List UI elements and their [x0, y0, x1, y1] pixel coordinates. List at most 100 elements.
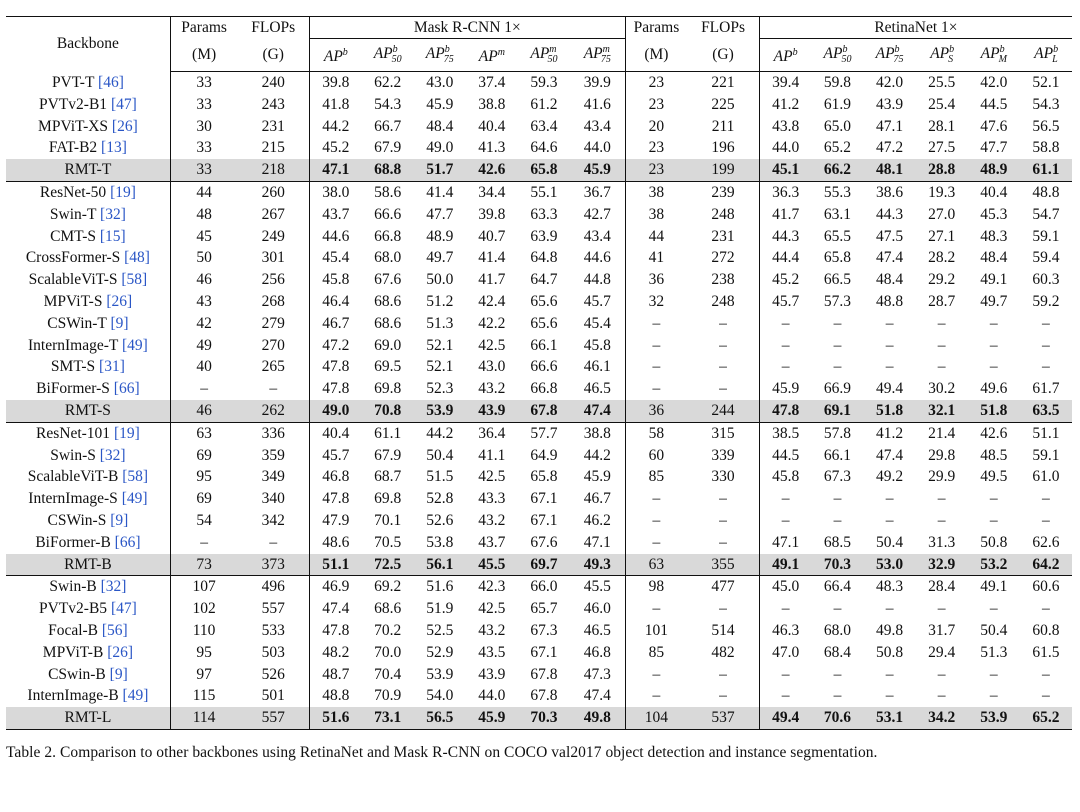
citation-link[interactable]: [47] — [110, 600, 137, 618]
mask-cell: 52.9 — [426, 643, 454, 661]
mask-cell: 56.5 — [413, 707, 466, 730]
retina-cell: 63 — [625, 553, 688, 577]
mask-cell: – — [237, 531, 311, 554]
table-row: CMT-S [15] 45 249 44.6 66.8 48.9 40.7 63.9 43.4 4… — [6, 225, 1072, 248]
mask-cell: 58.6 — [361, 181, 414, 204]
backbone-name: Swin-S [32] — [6, 444, 171, 467]
citation-link[interactable]: [32] — [100, 578, 127, 596]
mask-cell: 66.1 — [530, 336, 558, 354]
mask-cell: 51.7 — [413, 159, 466, 183]
citation-link[interactable]: [9] — [110, 511, 129, 529]
mask-cell: 40.7 — [478, 227, 506, 245]
backbone-name: PVTv2-B5 [47] — [6, 598, 171, 620]
retina-cell: 50.8 — [980, 533, 1008, 551]
backbone-label: MPViT-S — [43, 293, 103, 311]
mask-cell: 243 — [237, 93, 311, 116]
mask-cell: 49.0 — [309, 400, 362, 423]
citation-link[interactable]: [58] — [122, 468, 149, 486]
retina-cell: 238 — [687, 269, 760, 292]
citation-link[interactable]: [32] — [99, 446, 126, 464]
mask-cell: 45.9 — [570, 159, 626, 183]
retina-cell: 31.7 — [928, 621, 956, 639]
backbone-name: RMT-T — [6, 159, 171, 183]
retina-cell: – — [1042, 314, 1050, 332]
mask-cell: 44.2 — [413, 421, 466, 445]
mask-cell: 53.9 — [426, 665, 454, 683]
table-row: MPViT-B [26] 95 503 48.2 70.0 52.9 43.5 67.1 46.… — [6, 641, 1072, 664]
mask-cell: 43.9 — [478, 665, 506, 683]
citation-link[interactable]: [56] — [101, 621, 128, 639]
citation-link[interactable]: [49] — [122, 687, 149, 705]
mask-cell: 51.9 — [426, 600, 454, 618]
retina-cell: 69.1 — [811, 400, 864, 423]
mask-cell: 44 — [170, 181, 238, 204]
backbone-label: ScalableViT-B — [27, 468, 119, 486]
mask-cell: 61.1 — [361, 421, 414, 445]
citation-link[interactable]: [9] — [109, 665, 128, 683]
mask-cell: 64.9 — [530, 446, 558, 464]
mask-cell: 231 — [237, 115, 311, 138]
citation-link[interactable]: [31] — [99, 358, 125, 376]
citation-link[interactable]: [26] — [107, 643, 134, 661]
retina-cell: – — [1042, 665, 1050, 683]
mask-cell: 45.5 — [570, 575, 626, 599]
mask-cell: 64.6 — [530, 139, 558, 157]
table-row: PVT-T [46] 33 240 39.8 62.2 43.0 37.4 59.3 39.9 2… — [6, 71, 1072, 94]
retina-cell: 44.3 — [772, 227, 800, 245]
mask-cell: 62.2 — [374, 74, 402, 92]
retina-cell: 60.3 — [1032, 271, 1060, 289]
mask-cell: 43.7 — [478, 533, 506, 551]
retina-cell: 53.2 — [967, 553, 1020, 577]
retina-cell: – — [1042, 358, 1050, 376]
citation-link[interactable]: [15] — [99, 227, 126, 245]
backbone-name: MPViT-S [26] — [6, 291, 171, 313]
retina-cell: 59.1 — [1032, 446, 1060, 464]
citation-link[interactable]: [13] — [101, 139, 127, 157]
retina-cell: 45.1 — [759, 159, 812, 183]
citation-link[interactable]: [49] — [121, 490, 148, 508]
header-mask-apm50: APm50 — [517, 39, 570, 73]
retina-cell: 59.1 — [1032, 227, 1060, 245]
retina-cell: – — [781, 511, 790, 529]
retina-cell: – — [1042, 490, 1050, 508]
header-params-2: Params — [625, 16, 688, 39]
citation-link[interactable]: [66] — [114, 533, 141, 551]
citation-link[interactable]: [26] — [106, 293, 133, 311]
citation-link[interactable]: [49] — [121, 336, 148, 354]
mask-cell: – — [237, 378, 311, 400]
retina-cell: 44.0 — [772, 139, 800, 157]
citation-link[interactable]: [46] — [98, 73, 124, 91]
retina-cell: – — [937, 600, 946, 618]
citation-link[interactable]: [9] — [110, 314, 129, 332]
citation-link[interactable]: [48] — [124, 249, 150, 267]
retina-cell: 53.9 — [967, 707, 1020, 730]
mask-cell: 61.2 — [530, 95, 558, 113]
table-row: InternImage-S [49] 69 340 47.8 69.8 52.8 43.3 6… — [6, 488, 1072, 510]
mask-cell: 95 — [196, 643, 212, 661]
mask-cell: 47.2 — [322, 336, 350, 354]
mask-cell: 48.6 — [322, 533, 350, 551]
header-row-1: Backbone Params FLOPs Mask R-CNN 1× Para… — [6, 15, 1072, 72]
retina-cell: – — [885, 336, 894, 354]
citation-link[interactable]: [32] — [100, 205, 126, 223]
citation-link[interactable]: [19] — [110, 184, 136, 202]
retina-cell: – — [781, 600, 790, 618]
citation-link[interactable]: [19] — [113, 424, 140, 442]
table-row: SMT-S [31] 40 265 47.8 69.5 52.1 43.0 66.6 46.1 –… — [6, 356, 1072, 379]
mask-cell: 66.6 — [374, 205, 402, 223]
retina-cell: 50.4 — [876, 533, 904, 551]
citation-link[interactable]: [26] — [111, 117, 138, 135]
retina-cell: 47.4 — [876, 446, 904, 464]
table-row: Focal-B [56] 110 533 47.8 70.2 52.5 43.2 67.3 46… — [6, 619, 1072, 642]
mask-cell: 34.4 — [465, 181, 518, 204]
mask-cell: 45.2 — [322, 139, 350, 157]
citation-link[interactable]: [58] — [121, 271, 148, 289]
header-ret-apb50: APb50 — [811, 39, 864, 73]
citation-link[interactable]: [47] — [110, 95, 137, 113]
mask-cell: 45.9 — [570, 466, 626, 489]
retina-cell: – — [781, 336, 790, 354]
retina-cell: 23 — [648, 74, 665, 92]
citation-link[interactable]: [66] — [113, 380, 140, 398]
retina-cell: 66.4 — [811, 575, 864, 599]
retina-cell: – — [1042, 600, 1050, 618]
